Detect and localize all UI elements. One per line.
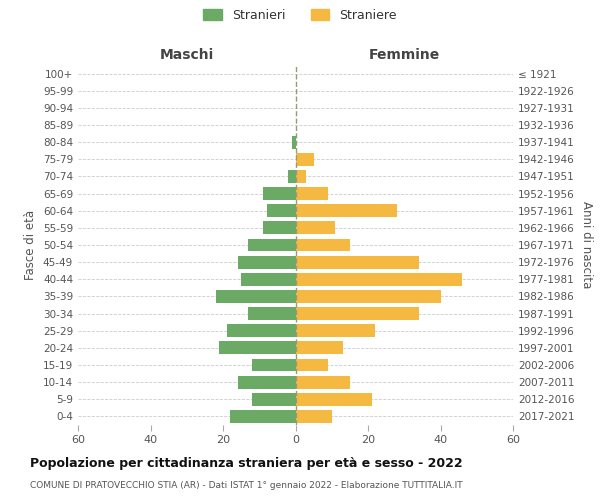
Bar bbox=[248, 238, 296, 252]
Text: Femmine: Femmine bbox=[368, 48, 440, 62]
Bar bbox=[266, 204, 296, 217]
Bar bbox=[238, 376, 296, 388]
Bar bbox=[248, 307, 296, 320]
Bar bbox=[296, 324, 375, 337]
Bar bbox=[296, 187, 328, 200]
Y-axis label: Fasce di età: Fasce di età bbox=[25, 210, 37, 280]
Bar bbox=[296, 238, 350, 252]
Bar bbox=[296, 222, 335, 234]
Bar bbox=[227, 324, 296, 337]
Bar bbox=[263, 222, 296, 234]
Bar bbox=[252, 358, 296, 372]
Bar bbox=[216, 290, 296, 303]
Bar bbox=[296, 290, 440, 303]
Bar bbox=[296, 256, 419, 268]
Bar bbox=[263, 187, 296, 200]
Bar bbox=[296, 410, 332, 423]
Bar bbox=[296, 393, 371, 406]
Bar bbox=[252, 393, 296, 406]
Bar bbox=[296, 170, 307, 183]
Legend: Stranieri, Straniere: Stranieri, Straniere bbox=[203, 8, 397, 22]
Bar bbox=[241, 273, 296, 285]
Bar bbox=[292, 136, 296, 148]
Bar bbox=[296, 342, 343, 354]
Bar bbox=[238, 256, 296, 268]
Bar bbox=[296, 358, 328, 372]
Text: Maschi: Maschi bbox=[160, 48, 214, 62]
Bar bbox=[296, 204, 397, 217]
Bar bbox=[296, 273, 462, 285]
Text: COMUNE DI PRATOVECCHIO STIA (AR) - Dati ISTAT 1° gennaio 2022 - Elaborazione TUT: COMUNE DI PRATOVECCHIO STIA (AR) - Dati … bbox=[30, 481, 463, 490]
Bar bbox=[296, 153, 314, 166]
Y-axis label: Anni di nascita: Anni di nascita bbox=[580, 202, 593, 288]
Bar bbox=[296, 307, 419, 320]
Bar bbox=[296, 376, 350, 388]
Bar bbox=[230, 410, 296, 423]
Bar bbox=[220, 342, 296, 354]
Bar bbox=[288, 170, 296, 183]
Text: Popolazione per cittadinanza straniera per età e sesso - 2022: Popolazione per cittadinanza straniera p… bbox=[30, 458, 463, 470]
